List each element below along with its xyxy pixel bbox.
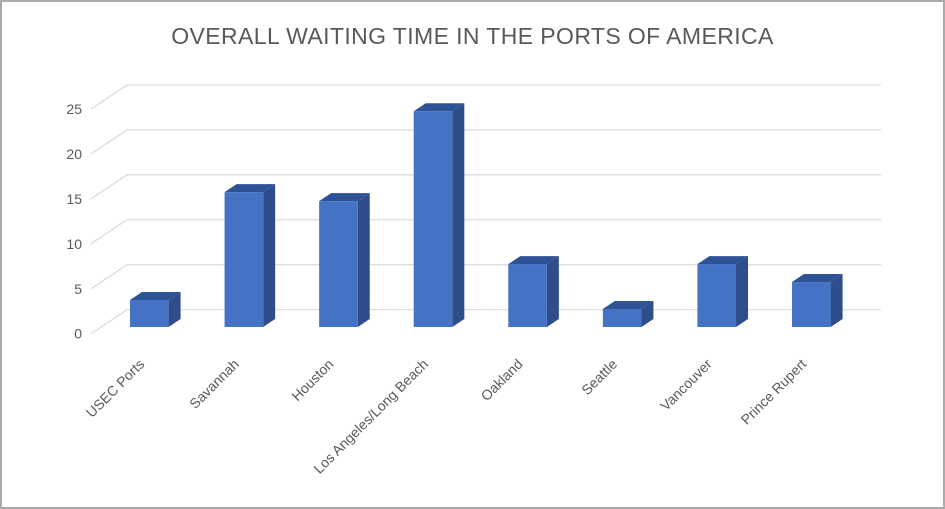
bar-side-face: [357, 193, 370, 327]
gridline-15: [90, 174, 881, 200]
y-axis-tick-label-20: 20: [66, 146, 82, 162]
x-axis-category-label-prince-rupert: Prince Rupert: [738, 356, 810, 428]
bar-prince-rupert: [791, 274, 843, 327]
bar-front-face: [413, 111, 453, 328]
bar-top-face: [224, 184, 276, 193]
bar-top-face: [697, 256, 749, 265]
x-axis-category-label-houston: Houston: [288, 356, 336, 404]
x-axis-category-label-usec-ports: USEC Ports: [83, 356, 148, 421]
bar-front-face: [319, 201, 358, 327]
x-axis-category-label-savannah: Savannah: [186, 356, 242, 412]
bar-front-face: [602, 309, 642, 327]
bar-front-face: [130, 300, 169, 327]
bar-side-face: [168, 292, 181, 327]
gridline-0: [90, 309, 881, 335]
bar-front-face: [224, 192, 264, 327]
chart-title: OVERALL WAITING TIME IN THE PORTS OF AME…: [171, 23, 774, 49]
bar-oakland: [508, 256, 559, 327]
bar-front-face: [697, 264, 737, 327]
bar-top-face: [602, 301, 654, 310]
bar-side-face: [452, 103, 465, 328]
bar-side-face: [736, 256, 749, 327]
gridline-10: [90, 219, 881, 245]
x-axis-category-label-oakland: Oakland: [478, 356, 526, 404]
bar-top-face: [508, 256, 559, 265]
x-axis-category-label-seattle: Seattle: [578, 356, 620, 398]
bar-houston: [319, 193, 370, 327]
bar-side-face: [263, 184, 276, 327]
x-axis-category-label-vancouver: Vancouver: [657, 356, 715, 414]
gridline-5: [90, 264, 881, 290]
y-axis-tick-label-10: 10: [66, 236, 82, 252]
bar-side-face: [830, 274, 843, 327]
bar-front-face: [791, 282, 831, 327]
bar-savannah: [224, 184, 276, 327]
bar-top-face: [413, 103, 465, 112]
gridline-25: [90, 84, 881, 110]
bar-side-face: [641, 301, 654, 327]
bar-top-face: [791, 274, 843, 283]
gridline-20: [90, 129, 881, 155]
y-axis-tick-label-0: 0: [74, 326, 82, 342]
bar-top-face: [319, 193, 370, 202]
bar-top-face: [130, 292, 181, 301]
y-axis-tick-label-5: 5: [74, 281, 82, 297]
y-axis-tick-label-15: 15: [66, 191, 82, 207]
bar-usec-ports: [130, 292, 181, 327]
bar-front-face: [508, 264, 547, 327]
bar-side-face: [546, 256, 559, 327]
bar-seattle: [602, 301, 654, 327]
bar-vancouver: [697, 256, 749, 327]
y-axis-tick-label-25: 25: [66, 101, 82, 117]
bar-los-angeles-long-beach: [413, 103, 465, 328]
